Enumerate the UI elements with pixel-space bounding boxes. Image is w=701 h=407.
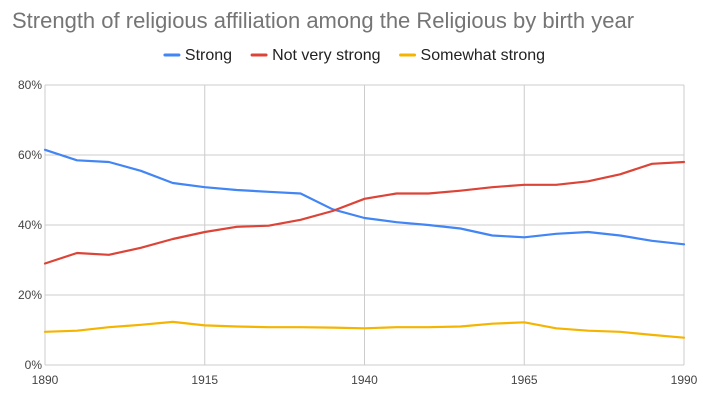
chart-title: Strength of religious affiliation among … <box>12 8 634 33</box>
x-axis-ticks: 1890 1915 1940 1965 1990 <box>32 373 698 387</box>
x-tick-label: 1890 <box>32 373 59 387</box>
y-axis-ticks: 0% 20% 40% 60% 80% <box>18 78 42 372</box>
y-tick-label: 20% <box>18 288 42 302</box>
x-tick-label: 1990 <box>671 373 698 387</box>
series-line-strong <box>43 148 686 246</box>
legend-label: Strong <box>185 47 232 64</box>
x-tick-label: 1965 <box>511 373 538 387</box>
gridlines <box>44 84 685 366</box>
y-tick-label: 80% <box>18 78 42 92</box>
x-tick-label: 1915 <box>191 373 218 387</box>
x-tick-label: 1940 <box>351 373 378 387</box>
series-lines <box>43 148 686 339</box>
series-line-not-very-strong <box>43 160 686 265</box>
y-tick-label: 0% <box>25 358 43 372</box>
y-tick-label: 40% <box>18 218 42 232</box>
legend-label: Not very strong <box>272 47 380 64</box>
legend-label: Somewhat strong <box>421 47 546 64</box>
legend: Strong Not very strong Somewhat strong <box>163 47 546 64</box>
series-line-somewhat-strong <box>43 320 686 339</box>
y-tick-label: 60% <box>18 148 42 162</box>
